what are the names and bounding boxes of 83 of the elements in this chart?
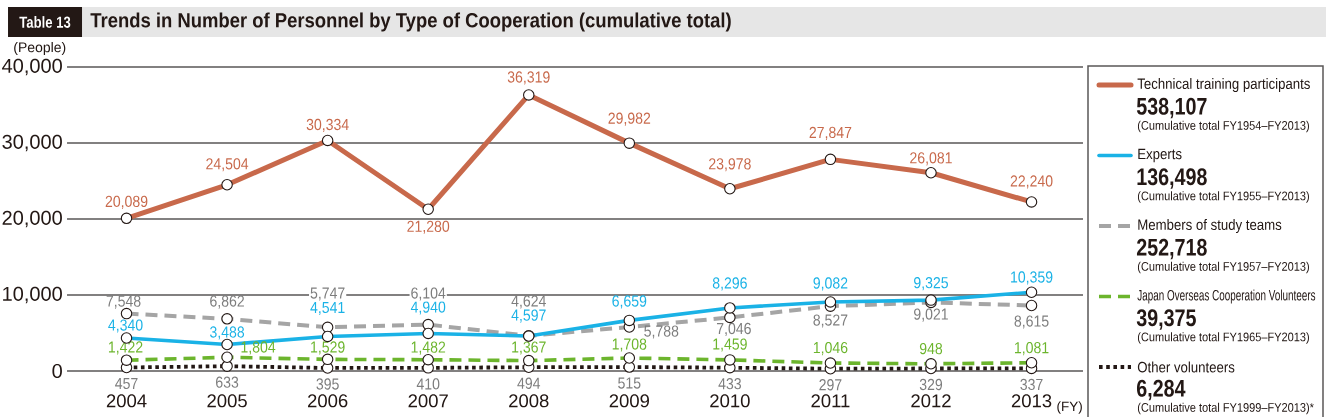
x-axis-title: (FY) bbox=[1057, 401, 1082, 414]
data-label: 1,459 bbox=[713, 338, 747, 352]
data-label: 6,862 bbox=[210, 295, 244, 309]
data-label: 494 bbox=[517, 377, 541, 389]
data-label: 395 bbox=[316, 378, 339, 390]
data-label: 297 bbox=[819, 379, 842, 391]
data-label: 9,082 bbox=[813, 277, 848, 291]
x-tick-label: 2007 bbox=[408, 394, 448, 408]
caption: Table 13 bbox=[19, 16, 71, 28]
data-label: 27,847 bbox=[809, 126, 852, 140]
x-tick-label: 2011 bbox=[811, 394, 850, 408]
data-label: 1,422 bbox=[108, 341, 143, 355]
x-tick-label: 2013 bbox=[1011, 394, 1052, 408]
data-label: 8,615 bbox=[1014, 315, 1049, 329]
data-label: 30,334 bbox=[306, 118, 349, 133]
data-label: 7,046 bbox=[716, 322, 751, 337]
text: (Cumulative total FY1955–FY2013) bbox=[1137, 191, 1309, 203]
y-axis-title: (People) bbox=[14, 41, 66, 56]
legend-label: Technical training participants bbox=[1137, 78, 1310, 92]
x-tick-label: 2004 bbox=[106, 394, 147, 408]
data-label: 4,541 bbox=[310, 301, 345, 315]
data-label: 23,978 bbox=[709, 158, 751, 172]
chart-title: Trends in Number of Personnel by Type of Cooperation (cumulative total) bbox=[90, 12, 731, 32]
data-label: 20,089 bbox=[105, 195, 148, 209]
data-label: 433 bbox=[718, 378, 741, 390]
text: (Cumulative total FY1954–FY2013) bbox=[1137, 120, 1309, 133]
x-tick-label: 2008 bbox=[509, 394, 549, 408]
y-tick-label: 20,000 bbox=[2, 210, 62, 228]
data-label: 1,081 bbox=[1014, 341, 1049, 356]
data-label: 9,325 bbox=[914, 277, 948, 291]
y-tick-label: 10,000 bbox=[3, 286, 62, 304]
text: 136,498 bbox=[1137, 168, 1207, 189]
data-label: 9,021 bbox=[914, 308, 948, 322]
data-label: 1,804 bbox=[241, 341, 276, 355]
text: 252,718 bbox=[1136, 238, 1207, 260]
x-tick-label: 2010 bbox=[710, 394, 750, 408]
data-label: 515 bbox=[618, 377, 641, 389]
data-label: 22,240 bbox=[1010, 175, 1053, 189]
text: (Cumulative total FY1965–FY2013) bbox=[1137, 332, 1309, 344]
data-label: 26,081 bbox=[910, 152, 952, 166]
data-label: 457 bbox=[115, 377, 138, 390]
x-tick-label: 2005 bbox=[207, 394, 247, 408]
x-tick-label: 2009 bbox=[609, 394, 649, 408]
data-label: 29,982 bbox=[608, 112, 651, 126]
text: 538,107 bbox=[1136, 97, 1207, 119]
data-label: 948 bbox=[919, 342, 943, 355]
data-label: 6,104 bbox=[411, 287, 446, 301]
data-label: 1,046 bbox=[813, 341, 848, 356]
x-tick-label: 2012 bbox=[911, 394, 951, 408]
data-label: 337 bbox=[1020, 378, 1043, 391]
data-label: 4,940 bbox=[410, 301, 446, 315]
data-label: 1,482 bbox=[411, 341, 446, 355]
data-label: 1,529 bbox=[311, 341, 345, 355]
data-label: 4,624 bbox=[511, 295, 546, 309]
legend-label: Members of study teams bbox=[1138, 218, 1282, 233]
text: (Cumulative total FY1957–FY2013) bbox=[1137, 261, 1309, 274]
legend-label: Japan Overseas Cooperation Volunteers bbox=[1137, 289, 1316, 304]
data-label: 10,359 bbox=[1011, 271, 1053, 285]
data-label: 3,488 bbox=[210, 326, 245, 340]
data-label: 633 bbox=[216, 376, 239, 388]
data-label: 329 bbox=[919, 378, 943, 391]
data-label: 5,747 bbox=[310, 287, 345, 301]
data-label: 1,367 bbox=[512, 341, 546, 355]
data-label: 8,527 bbox=[813, 314, 848, 328]
y-tick-label: 30,000 bbox=[2, 134, 62, 152]
data-label: 5,788 bbox=[644, 325, 679, 339]
text: 39,375 bbox=[1136, 309, 1196, 330]
data-label: 410 bbox=[416, 378, 440, 390]
data-label: 36,319 bbox=[507, 71, 550, 85]
x-tick-label: 2006 bbox=[308, 394, 348, 408]
data-label: 21,280 bbox=[407, 220, 450, 234]
legend-label: Experts bbox=[1138, 148, 1182, 163]
text: (Cumulative total FY1999–FY2013)* bbox=[1137, 402, 1314, 415]
data-label: 4,597 bbox=[511, 309, 546, 323]
data-label: 24,504 bbox=[206, 158, 249, 172]
text: 6,284 bbox=[1136, 379, 1186, 401]
data-label: 8,296 bbox=[712, 277, 747, 291]
data-label: 1,708 bbox=[612, 338, 647, 352]
data-label: 4,340 bbox=[108, 319, 143, 333]
legend-label: Other volunteers bbox=[1137, 361, 1235, 373]
y-tick-label: 40,000 bbox=[2, 58, 62, 76]
data-label: 6,659 bbox=[612, 295, 647, 309]
y-tick-label: 0 bbox=[52, 363, 62, 379]
